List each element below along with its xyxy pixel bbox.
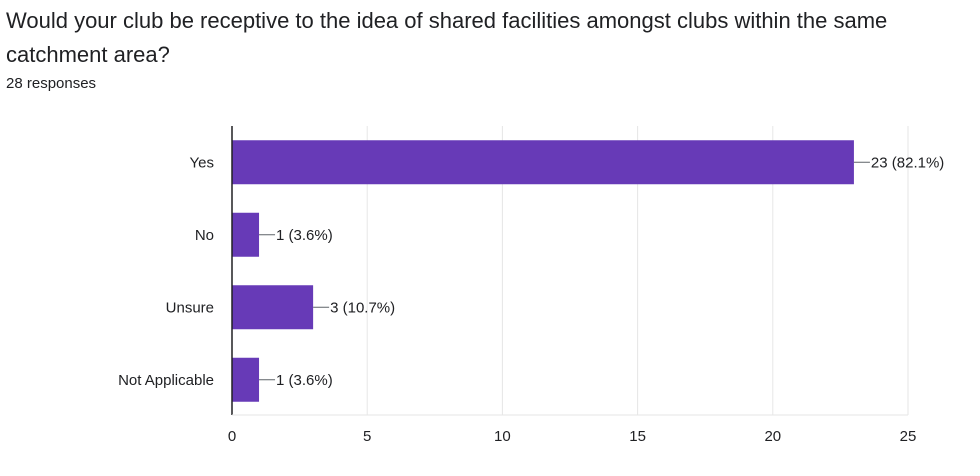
bar: [232, 285, 314, 330]
x-tick-label: 5: [363, 428, 371, 445]
x-tick-label: 20: [764, 428, 781, 445]
y-category-label: Unsure: [166, 299, 214, 316]
y-category-label: Yes: [190, 154, 214, 171]
response-count: 28 responses: [6, 75, 97, 92]
x-tick-label: 25: [900, 428, 917, 445]
question-title: Would your club be receptive to the idea…: [6, 8, 888, 67]
bar: [232, 140, 854, 185]
data-label: 3 (10.7%): [330, 299, 395, 316]
data-label: 23 (82.1%): [871, 154, 944, 171]
y-category-label: No: [195, 227, 214, 244]
x-tick-label: 0: [228, 428, 236, 445]
data-label: 1 (3.6%): [276, 372, 333, 389]
bar: [232, 212, 260, 257]
x-tick-label: 10: [494, 428, 511, 445]
data-label: 1 (3.6%): [276, 227, 333, 244]
bar: [232, 357, 260, 402]
x-tick-label: 15: [629, 428, 646, 445]
y-category-label: Not Applicable: [118, 372, 214, 389]
